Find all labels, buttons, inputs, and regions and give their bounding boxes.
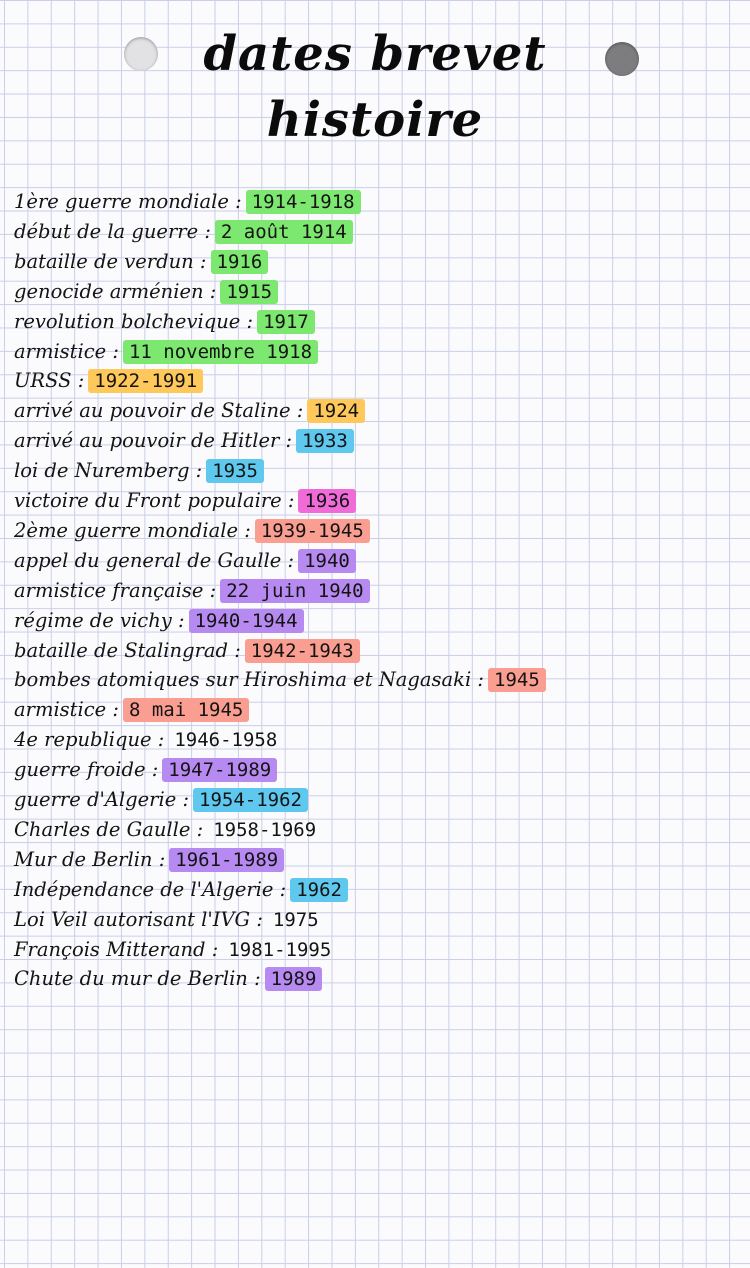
event-date: 1935 [206, 459, 264, 484]
date-entry: Charles de Gaulle : 1958-1969 [14, 816, 322, 843]
event-label: début de la guerre : [14, 219, 211, 243]
event-date: 1940-1944 [188, 608, 304, 633]
event-label: genocide arménien : [14, 279, 217, 303]
date-entry: Chute du mur de Berlin :1989 [14, 965, 323, 992]
date-entry: arrivé au pouvoir de Staline :1924 [14, 397, 366, 424]
event-label: arrivé au pouvoir de Staline : [14, 399, 304, 423]
date-entry: bataille de Stalingrad :1942-1943 [14, 637, 360, 664]
event-date: 1975 [272, 908, 319, 931]
date-entry: 2ème guerre mondiale :1939-1945 [14, 517, 370, 544]
date-entry: Mur de Berlin :1961-1989 [14, 846, 285, 873]
event-label: 2ème guerre mondiale : [14, 518, 251, 542]
date-entry: début de la guerre :2 août 1914 [14, 218, 353, 245]
event-date: 1962 [290, 877, 348, 902]
event-date: 1946-1958 [174, 729, 278, 752]
date-entry: genocide arménien :1915 [14, 278, 279, 305]
date-entry: armistice française :22 juin 1940 [14, 577, 370, 604]
event-label: Indépendance de l'Algerie : [14, 877, 287, 901]
date-entry: guerre froide :1947-1989 [14, 756, 278, 783]
event-date: 1924 [307, 399, 366, 424]
event-label: Loi Veil autorisant l'IVG : [14, 907, 263, 931]
event-label: guerre d'Algerie : [14, 788, 190, 811]
date-entry: arrivé au pouvoir de Hitler :1933 [14, 427, 354, 454]
binder-hole-right [605, 42, 639, 76]
event-date: 1989 [264, 967, 323, 992]
event-label: Chute du mur de Berlin : [14, 967, 261, 991]
date-entry: loi de Nuremberg :1935 [14, 457, 264, 484]
event-label: bombes atomiques sur Hiroshima et Nagasa… [14, 668, 484, 692]
binder-hole-left [124, 37, 158, 71]
event-date: 1939-1945 [254, 518, 370, 543]
event-label: Charles de Gaulle : [14, 817, 204, 841]
event-label: URSS : [14, 369, 85, 393]
event-label: bataille de Stalingrad : [14, 638, 241, 662]
event-label: François Mitterand : [14, 937, 219, 961]
date-entry: victoire du Front populaire :1936 [14, 487, 357, 514]
event-label: Mur de Berlin : [14, 847, 166, 871]
event-date: 11 novembre 1918 [122, 339, 319, 364]
event-label: armistice française : [14, 578, 217, 602]
date-entry: armistice :11 novembre 1918 [14, 338, 319, 365]
event-date: 1922-1991 [88, 369, 204, 394]
event-date: 22 juin 1940 [220, 578, 370, 603]
event-label: revolution bolchevique : [14, 309, 254, 333]
date-entry: armistice :8 mai 1945 [14, 696, 250, 723]
event-label: armistice : [14, 698, 119, 722]
event-label: 1ère guerre mondiale : [14, 190, 242, 213]
date-entry: URSS :1922-1991 [14, 367, 204, 394]
date-entry: 1ère guerre mondiale :1914-1918 [14, 188, 361, 215]
date-entry: Indépendance de l'Algerie :1962 [14, 876, 348, 903]
event-date: 1917 [257, 309, 315, 334]
event-date: 1942-1943 [244, 638, 360, 663]
event-date: 1947-1989 [162, 758, 278, 783]
event-label: 4e republique : [14, 728, 165, 752]
event-label: arrivé au pouvoir de Hitler : [14, 429, 293, 453]
event-label: victoire du Front populaire : [14, 489, 295, 512]
event-label: armistice : [14, 339, 119, 363]
event-date: 2 août 1914 [214, 219, 353, 244]
event-date: 1954-1962 [193, 788, 308, 812]
event-label: appel du general de Gaulle : [14, 548, 295, 572]
event-date: 1916 [210, 249, 269, 274]
date-entry: 4e republique : 1946-1958 [14, 726, 283, 753]
event-date: 1936 [298, 489, 357, 513]
page-subtitle: histoire [266, 92, 484, 148]
date-entry: revolution bolchevique :1917 [14, 308, 315, 335]
date-entry: bataille de verdun :1916 [14, 248, 269, 275]
event-date: 1958-1969 [213, 818, 317, 841]
date-entry: Loi Veil autorisant l'IVG : 1975 [14, 906, 325, 933]
event-date: 1915 [220, 279, 279, 304]
event-date: 1914-1918 [245, 190, 361, 214]
event-date: 1981-1995 [228, 938, 332, 961]
date-entry: régime de vichy :1940-1944 [14, 607, 304, 634]
event-label: bataille de verdun : [14, 249, 207, 273]
event-label: régime de vichy : [14, 608, 185, 632]
event-label: loi de Nuremberg : [14, 459, 203, 483]
event-date: 1940 [298, 548, 356, 573]
date-entry: appel du general de Gaulle :1940 [14, 547, 356, 574]
event-date: 1961-1989 [169, 847, 285, 872]
event-date: 8 mai 1945 [122, 698, 250, 723]
date-entry: François Mitterand : 1981-1995 [14, 936, 337, 963]
event-label: guerre froide : [14, 758, 159, 782]
page-title: dates brevet [203, 26, 547, 82]
date-entry: guerre d'Algerie :1954-1962 [14, 786, 308, 813]
event-date: 1933 [296, 429, 354, 454]
event-date: 1945 [488, 668, 546, 693]
date-entry: bombes atomiques sur Hiroshima et Nagasa… [14, 666, 546, 693]
